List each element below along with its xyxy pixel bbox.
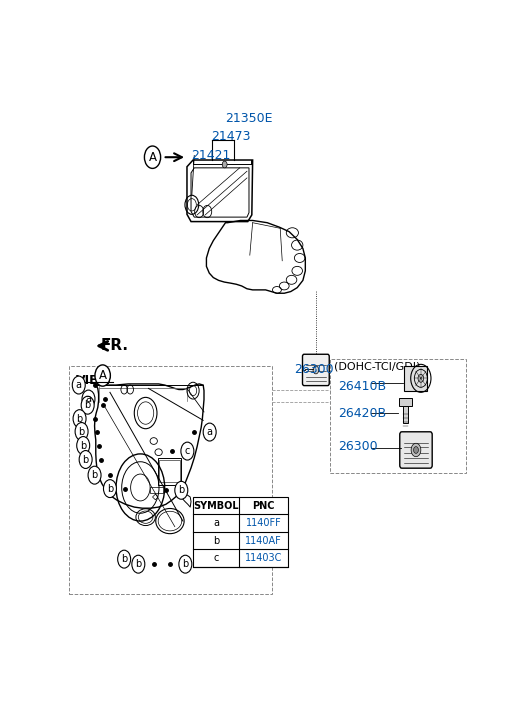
Circle shape [203,423,216,441]
Bar [160,460,180,483]
Circle shape [211,516,221,530]
Text: b: b [78,427,85,436]
Text: 21473: 21473 [211,130,251,143]
Text: c: c [185,446,190,456]
Circle shape [144,146,161,169]
Text: 26410B: 26410B [338,380,386,393]
Text: FR.: FR. [101,338,129,353]
Text: A: A [149,150,156,164]
Circle shape [181,442,194,460]
Circle shape [95,365,110,386]
Text: a: a [76,380,82,390]
Circle shape [75,422,88,441]
Text: 1140AF: 1140AF [245,536,282,546]
Circle shape [179,555,192,573]
Text: a: a [213,518,219,529]
Bar [193,497,288,567]
Circle shape [313,366,319,374]
Text: (DOHC-TCI/GDI): (DOHC-TCI/GDI) [334,361,420,371]
Circle shape [79,451,92,468]
Circle shape [211,534,221,547]
Text: 26300: 26300 [338,440,378,453]
Circle shape [211,552,221,565]
Text: PNC: PNC [252,501,275,511]
Text: 26420B: 26420B [338,406,386,419]
Text: b: b [213,536,219,546]
Circle shape [414,446,418,454]
Bar [329,358,466,473]
Circle shape [73,410,86,427]
Text: VIEW: VIEW [75,374,112,387]
Bar [158,458,181,485]
Text: b: b [121,554,127,564]
Bar [400,398,412,406]
Circle shape [104,480,117,497]
FancyBboxPatch shape [302,354,329,385]
Circle shape [77,436,90,454]
Text: a: a [85,394,92,404]
Text: A: A [99,369,107,382]
Text: b: b [92,470,98,480]
Circle shape [175,481,188,499]
Bar [403,406,408,423]
Text: b: b [83,454,89,465]
Text: b: b [182,559,188,569]
Circle shape [118,550,131,568]
Text: 26300: 26300 [294,364,334,377]
Circle shape [132,555,145,573]
Text: b: b [85,400,91,410]
Circle shape [72,376,85,394]
Circle shape [88,466,101,484]
Text: SYMBOL: SYMBOL [193,501,238,511]
Circle shape [81,396,94,414]
Text: 21350E: 21350E [225,111,273,124]
Text: b: b [76,414,83,424]
Circle shape [222,161,227,168]
Text: b: b [107,483,113,494]
Circle shape [82,390,95,408]
Bar [70,366,272,594]
Text: b: b [80,441,86,451]
FancyBboxPatch shape [400,432,432,468]
Circle shape [411,443,421,457]
Text: b: b [135,559,141,569]
Text: a: a [207,427,213,437]
Bar [150,488,163,493]
Text: c: c [213,553,219,563]
Text: 1140FF: 1140FF [246,518,281,529]
Text: 21421: 21421 [191,149,231,162]
Text: 11403C: 11403C [245,553,282,563]
Text: b: b [178,486,185,495]
Bar [404,366,427,390]
